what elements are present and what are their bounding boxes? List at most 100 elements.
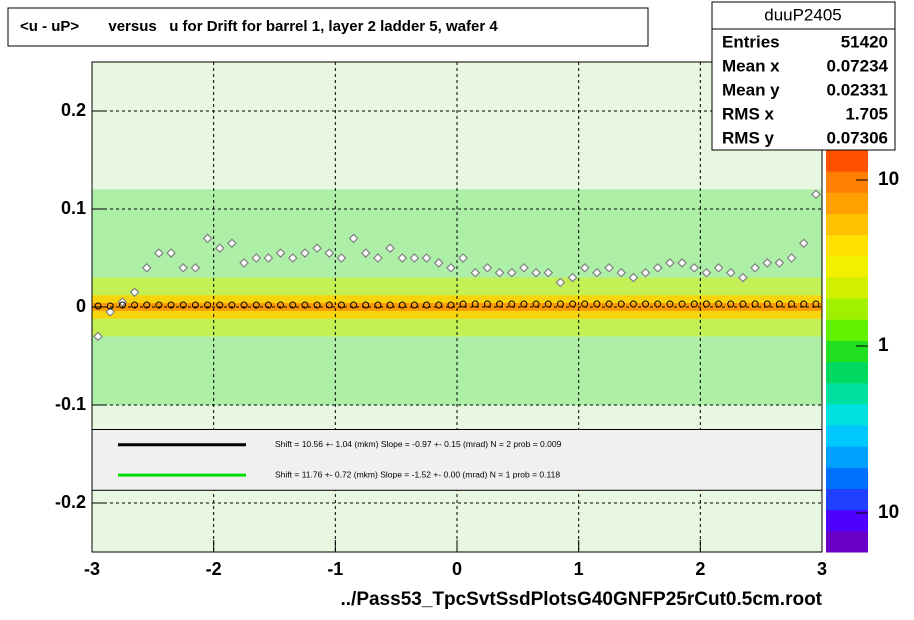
data-point xyxy=(131,301,139,309)
palette-cell xyxy=(826,488,868,511)
data-point xyxy=(179,301,187,309)
data-point xyxy=(677,258,687,268)
x-tick-label: 0 xyxy=(452,559,462,579)
data-point xyxy=(312,243,322,254)
palette-label: 1 xyxy=(878,335,889,356)
data-point xyxy=(494,267,505,278)
data-point xyxy=(435,301,443,309)
data-point xyxy=(617,300,625,308)
data-point xyxy=(277,301,285,309)
x-axis-label: ../Pass53_TpcSvtSsdPlotsG40GNFP25rCut0.5… xyxy=(340,589,822,610)
data-point xyxy=(301,301,309,309)
data-point xyxy=(471,300,479,308)
data-point xyxy=(774,258,785,268)
data-point xyxy=(592,267,602,278)
data-point xyxy=(738,272,748,283)
data-point xyxy=(628,272,639,283)
data-point xyxy=(178,262,189,273)
data-point xyxy=(143,301,151,309)
data-point xyxy=(275,248,286,258)
data-point xyxy=(350,301,358,309)
palette-cell xyxy=(826,150,868,172)
palette-cell xyxy=(826,530,868,553)
palette-cell xyxy=(826,255,868,278)
data-point xyxy=(386,301,394,309)
palette-cell xyxy=(826,319,868,341)
fit-text: Shift = 10.56 +- 1.04 (mkm) Slope = -0.9… xyxy=(275,439,562,449)
data-point xyxy=(629,300,637,308)
data-point xyxy=(750,262,760,273)
data-point xyxy=(190,262,201,273)
data-point xyxy=(556,300,564,308)
data-point xyxy=(129,287,140,298)
title-box xyxy=(7,7,649,47)
data-point xyxy=(410,301,418,309)
stats-value: 0.07306 xyxy=(827,128,888,147)
palette-cell xyxy=(826,446,868,468)
palette-cell xyxy=(826,298,868,320)
data-point xyxy=(531,267,541,278)
data-point xyxy=(666,300,674,308)
data-point xyxy=(555,277,566,288)
data-point xyxy=(154,248,164,258)
data-point xyxy=(93,331,103,342)
chart-title: <u - uP> versus u for Drift for barrel 1… xyxy=(20,18,498,35)
data-point xyxy=(336,253,347,263)
palette-cell xyxy=(826,509,868,532)
data-point xyxy=(459,300,467,308)
palette-cell xyxy=(826,425,868,447)
data-point xyxy=(251,253,262,263)
data-point xyxy=(701,267,712,278)
data-point xyxy=(593,300,601,308)
stats-value: 1.705 xyxy=(845,104,888,123)
data-point xyxy=(763,300,771,308)
stats-value: 0.07234 xyxy=(827,56,889,75)
data-point xyxy=(483,300,491,308)
data-point xyxy=(239,258,249,268)
data-point xyxy=(446,262,456,273)
data-point xyxy=(470,267,481,278)
stats-label: Mean x xyxy=(722,56,780,75)
palette-cell xyxy=(826,192,868,214)
data-point xyxy=(240,301,248,309)
palette-cell xyxy=(826,361,868,384)
data-point xyxy=(385,243,395,254)
data-point xyxy=(798,238,809,249)
x-tick-label: 1 xyxy=(574,559,584,579)
data-point xyxy=(569,300,577,308)
data-point xyxy=(362,301,370,309)
fit-box xyxy=(91,429,823,491)
data-point xyxy=(605,300,613,308)
data-point xyxy=(202,233,213,244)
y-tick-label: 0.1 xyxy=(61,198,86,218)
data-point xyxy=(532,300,540,308)
palette-cell xyxy=(826,234,868,257)
data-point xyxy=(287,253,298,263)
data-point xyxy=(715,300,723,308)
palette-cell xyxy=(826,467,868,490)
data-point xyxy=(106,302,114,310)
data-point xyxy=(204,301,212,309)
y-tick-label: 0 xyxy=(76,296,86,316)
palette-cell xyxy=(826,340,868,363)
data-point xyxy=(642,300,650,308)
palette-label: 10 xyxy=(878,169,899,190)
data-point xyxy=(800,300,808,308)
data-point xyxy=(409,253,420,263)
data-point xyxy=(421,253,432,263)
data-point xyxy=(289,301,297,309)
data-point xyxy=(252,301,260,309)
data-point xyxy=(508,300,516,308)
x-tick-label: -1 xyxy=(327,559,343,579)
data-point xyxy=(105,307,116,317)
data-point xyxy=(812,300,820,308)
data-point xyxy=(567,272,578,283)
data-point xyxy=(713,262,724,273)
data-point xyxy=(337,301,345,309)
data-point xyxy=(216,301,224,309)
data-point xyxy=(678,300,686,308)
data-point xyxy=(506,267,517,278)
data-point xyxy=(811,189,821,200)
data-point xyxy=(313,301,321,309)
data-point xyxy=(725,267,736,278)
